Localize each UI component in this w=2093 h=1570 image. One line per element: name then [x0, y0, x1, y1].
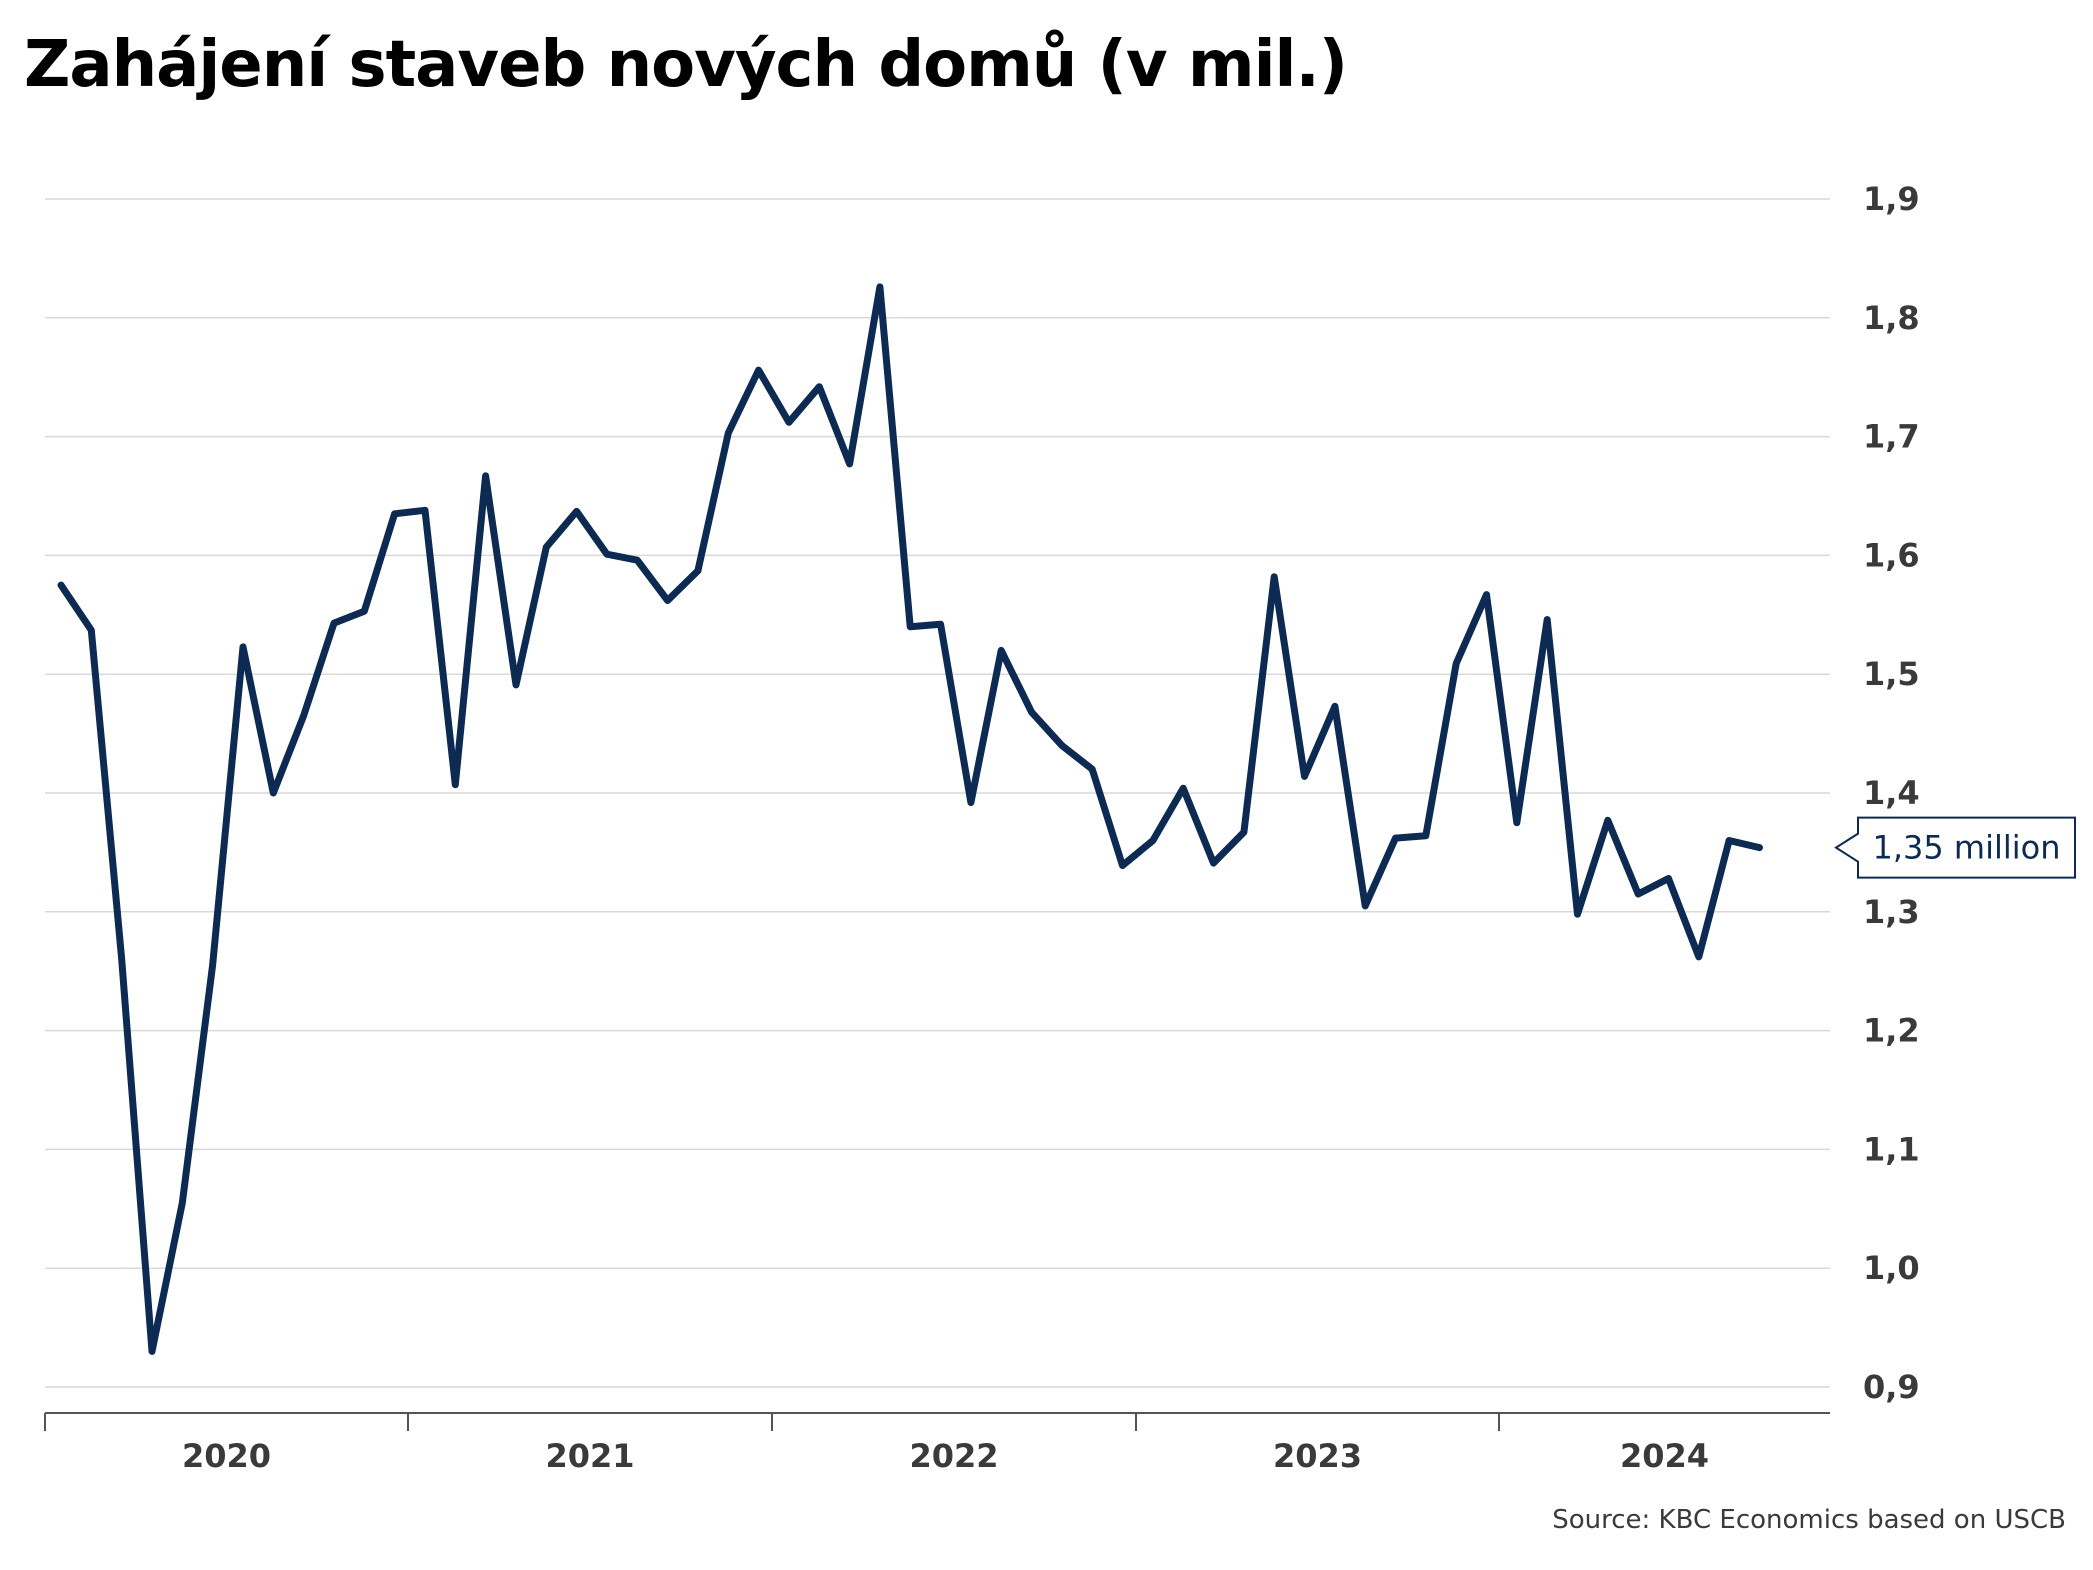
x-tick-label: 2022 [909, 1437, 998, 1475]
y-tick-label: 1,2 [1863, 1012, 1920, 1050]
callout-box [1834, 816, 2076, 879]
y-tick-label: 1,5 [1863, 655, 1920, 693]
y-tick-label: 1,6 [1863, 536, 1920, 574]
x-tick-label: 2023 [1273, 1437, 1362, 1475]
callout-label: 1,35 million [1872, 829, 2060, 867]
gridlines [45, 198, 1830, 1388]
y-tick-label: 1,9 [1863, 180, 1920, 218]
y-tick-label: 1,3 [1863, 893, 1920, 931]
chart-title: Zahájení staveb nových domů (v mil.) [24, 28, 1348, 102]
x-tick-label: 2020 [182, 1437, 271, 1475]
x-tick-label: 2021 [545, 1437, 634, 1475]
series-group [57, 283, 1763, 1355]
x-tick-label: 2024 [1620, 1437, 1709, 1475]
y-axis-ticks: 1,9 1,8 1,7 1,6 1,5 1,4 1,3 1,2 1,1 1,0 0,9 [1863, 180, 1920, 1406]
x-axis: 2020 2021 2022 2023 2024 [44, 1412, 1830, 1475]
series-line [57, 283, 1763, 1355]
y-tick-label: 1,0 [1863, 1249, 1920, 1287]
y-tick-label: 1,7 [1863, 418, 1920, 456]
y-tick-label: 1,8 [1863, 299, 1920, 337]
value-callout: 1,35 million [1834, 816, 2076, 879]
y-tick-label: 1,1 [1863, 1130, 1920, 1168]
y-tick-label: 0,9 [1863, 1368, 1920, 1406]
source-note: Source: KBC Economics based on USCB [1552, 1505, 2066, 1535]
y-tick-label: 1,4 [1863, 774, 1920, 812]
